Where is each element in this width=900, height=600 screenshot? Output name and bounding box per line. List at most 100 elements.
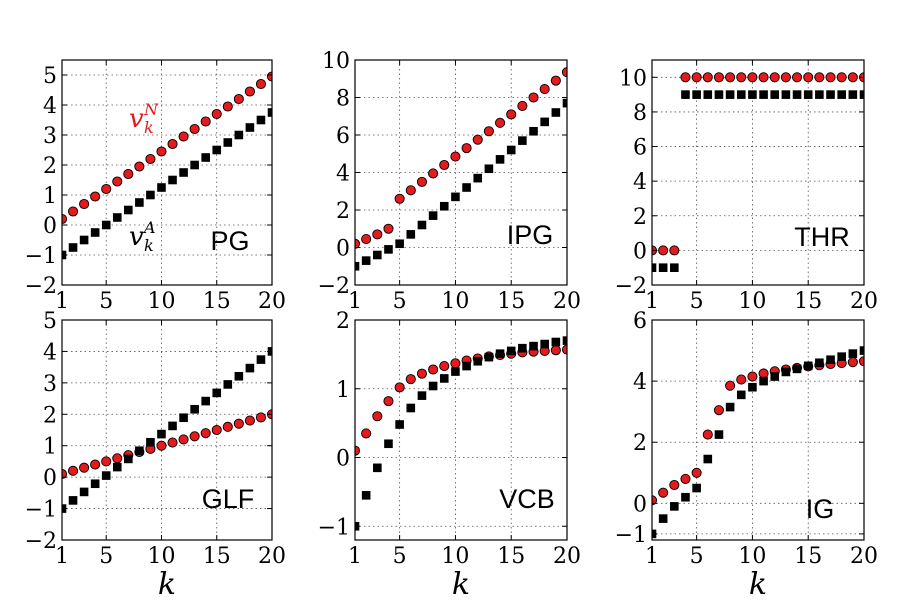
data-point xyxy=(836,72,847,83)
data-point xyxy=(669,245,680,256)
data-point xyxy=(692,483,701,493)
data-point xyxy=(803,90,813,99)
data-point xyxy=(101,471,111,480)
panel-label: PG xyxy=(210,226,249,256)
data-point xyxy=(658,263,668,272)
data-point xyxy=(792,364,802,374)
data-point xyxy=(68,465,79,476)
data-point xyxy=(540,117,549,127)
data-point xyxy=(758,368,769,379)
data-point xyxy=(90,191,101,202)
x-tick-label: 5 xyxy=(99,289,113,314)
data-point xyxy=(450,358,461,369)
x-tick-label: 15 xyxy=(497,544,525,569)
data-point xyxy=(814,72,825,83)
data-point xyxy=(658,487,669,498)
data-point xyxy=(178,131,189,142)
y-tick-label: 2 xyxy=(633,431,647,456)
data-point xyxy=(691,72,702,83)
data-point xyxy=(361,491,371,500)
data-point xyxy=(384,245,393,254)
data-point xyxy=(79,198,90,210)
data-point xyxy=(222,101,233,112)
y-tick-label: 3 xyxy=(43,124,57,149)
data-point xyxy=(680,72,691,83)
data-point xyxy=(223,138,233,147)
data-point xyxy=(234,130,244,140)
data-point xyxy=(748,382,757,392)
y-tick-label: 10 xyxy=(322,49,350,74)
data-point xyxy=(245,363,255,373)
y-tick-label: 4 xyxy=(633,170,647,195)
data-point xyxy=(702,72,713,83)
annotation-base: v xyxy=(129,222,144,252)
axes-frame xyxy=(651,319,865,541)
annotation-sup: N xyxy=(143,100,159,119)
x-tick-label: 5 xyxy=(393,289,407,314)
data-point xyxy=(562,336,567,345)
data-point xyxy=(112,462,122,472)
data-point xyxy=(747,371,758,382)
y-tick-label: −2 xyxy=(615,274,647,299)
y-tick-label: −1 xyxy=(25,498,57,523)
data-point xyxy=(135,198,144,207)
series-vkN xyxy=(62,71,272,225)
series-vkA xyxy=(652,346,864,539)
data-point xyxy=(439,374,449,383)
data-point xyxy=(669,479,680,491)
data-point xyxy=(372,229,383,240)
data-point xyxy=(355,261,360,271)
data-point xyxy=(792,90,802,99)
y-tick-label: 10 xyxy=(619,66,647,91)
data-point xyxy=(551,337,561,347)
data-point xyxy=(157,429,166,439)
data-point xyxy=(395,239,404,249)
x-tick-label: 10 xyxy=(147,544,175,569)
data-point xyxy=(112,453,123,464)
data-point xyxy=(473,356,483,366)
data-point xyxy=(483,126,494,137)
series-annotation-a: v Ak xyxy=(129,218,156,255)
data-point xyxy=(406,403,416,413)
data-point xyxy=(372,411,383,422)
data-point xyxy=(681,492,690,502)
data-point xyxy=(233,418,244,429)
data-point xyxy=(256,115,266,125)
data-point xyxy=(395,420,404,429)
data-point xyxy=(484,164,494,174)
data-point xyxy=(837,352,846,361)
data-point xyxy=(145,153,156,165)
data-point xyxy=(79,235,89,245)
x-axis-label: k xyxy=(749,567,767,600)
data-point xyxy=(815,358,824,368)
data-point xyxy=(803,361,813,371)
x-tick-label: 15 xyxy=(794,544,822,569)
data-point xyxy=(848,349,858,358)
x-tick-label: 10 xyxy=(147,289,175,314)
y-tick-label: 4 xyxy=(336,162,350,187)
data-point xyxy=(394,382,405,393)
data-point xyxy=(201,396,210,406)
x-tick-label: 10 xyxy=(738,544,766,569)
data-point xyxy=(179,168,188,177)
x-tick-label: 5 xyxy=(99,544,113,569)
panel-label: IPG xyxy=(507,220,554,250)
data-point xyxy=(725,402,735,412)
data-point xyxy=(189,123,200,135)
data-point xyxy=(416,176,427,187)
data-point xyxy=(658,245,669,256)
y-tick-label: 0 xyxy=(336,237,350,262)
data-point xyxy=(826,355,835,365)
data-point xyxy=(211,108,222,120)
data-point xyxy=(112,176,123,187)
y-tick-label: 3 xyxy=(43,372,57,397)
data-point xyxy=(383,396,394,407)
y-tick-label: −2 xyxy=(25,274,57,299)
x-tick-label: 15 xyxy=(794,289,822,314)
data-point xyxy=(747,72,758,83)
data-point xyxy=(255,78,266,90)
data-point xyxy=(383,223,394,234)
